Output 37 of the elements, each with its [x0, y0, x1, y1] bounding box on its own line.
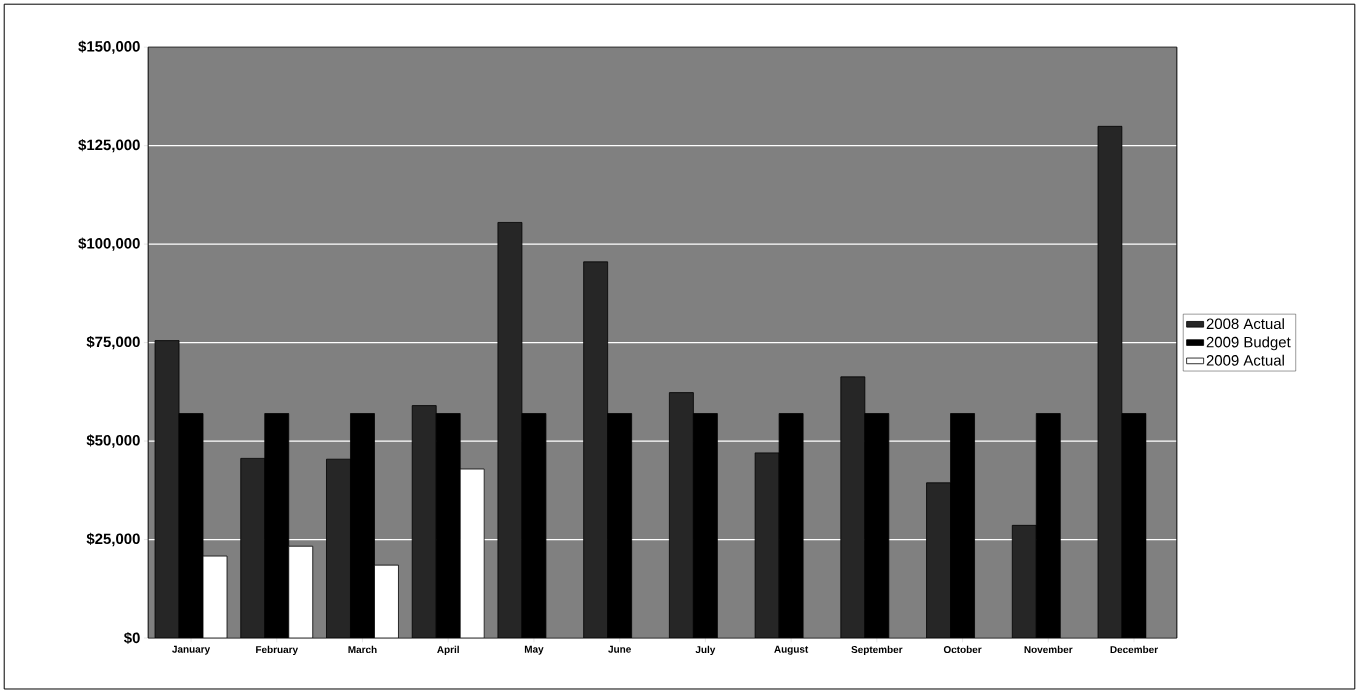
x-tick-label: November: [1024, 645, 1073, 653]
legend-label: 2009 Budget: [1206, 336, 1291, 351]
bar: [1011, 524, 1037, 638]
y-tick-label: $25,000: [86, 532, 140, 547]
bar: [497, 221, 523, 638]
y-tick-label: $100,000: [78, 237, 140, 251]
x-tick-label: January: [172, 645, 211, 655]
x-tick-label: December: [1110, 645, 1158, 653]
x-tick-label: July: [695, 645, 716, 655]
bar: [1097, 125, 1123, 638]
x-tick-label: August: [774, 645, 809, 655]
y-tick-label: $150,000: [78, 40, 140, 54]
bar: [288, 546, 313, 638]
bar: [926, 482, 951, 638]
y-tick-label: $0: [123, 631, 140, 645]
x-tick-label: September: [851, 645, 903, 655]
bar: [240, 458, 265, 638]
bar: [583, 261, 609, 638]
legend-label: 2009 Actual: [1206, 354, 1284, 366]
y-tick-label: $125,000: [78, 138, 140, 153]
x-tick-label: October: [943, 645, 982, 653]
x-tick-label: April: [437, 645, 459, 655]
bar: [203, 555, 228, 638]
x-tick-label: June: [608, 645, 631, 653]
bar: [412, 405, 437, 638]
y-tick-label: $50,000: [86, 434, 140, 448]
x-tick-label: March: [348, 645, 377, 653]
x-tick-label: May: [524, 645, 544, 655]
bar: [374, 565, 399, 638]
bar: [326, 459, 351, 638]
bar: [668, 392, 694, 638]
x-tick-label: February: [256, 645, 298, 655]
y-tick-label: $75,000: [86, 335, 140, 350]
bar: [754, 452, 780, 638]
bar: [155, 340, 180, 638]
bar: [840, 376, 866, 638]
legend-label: 2008 Actual: [1206, 318, 1284, 329]
